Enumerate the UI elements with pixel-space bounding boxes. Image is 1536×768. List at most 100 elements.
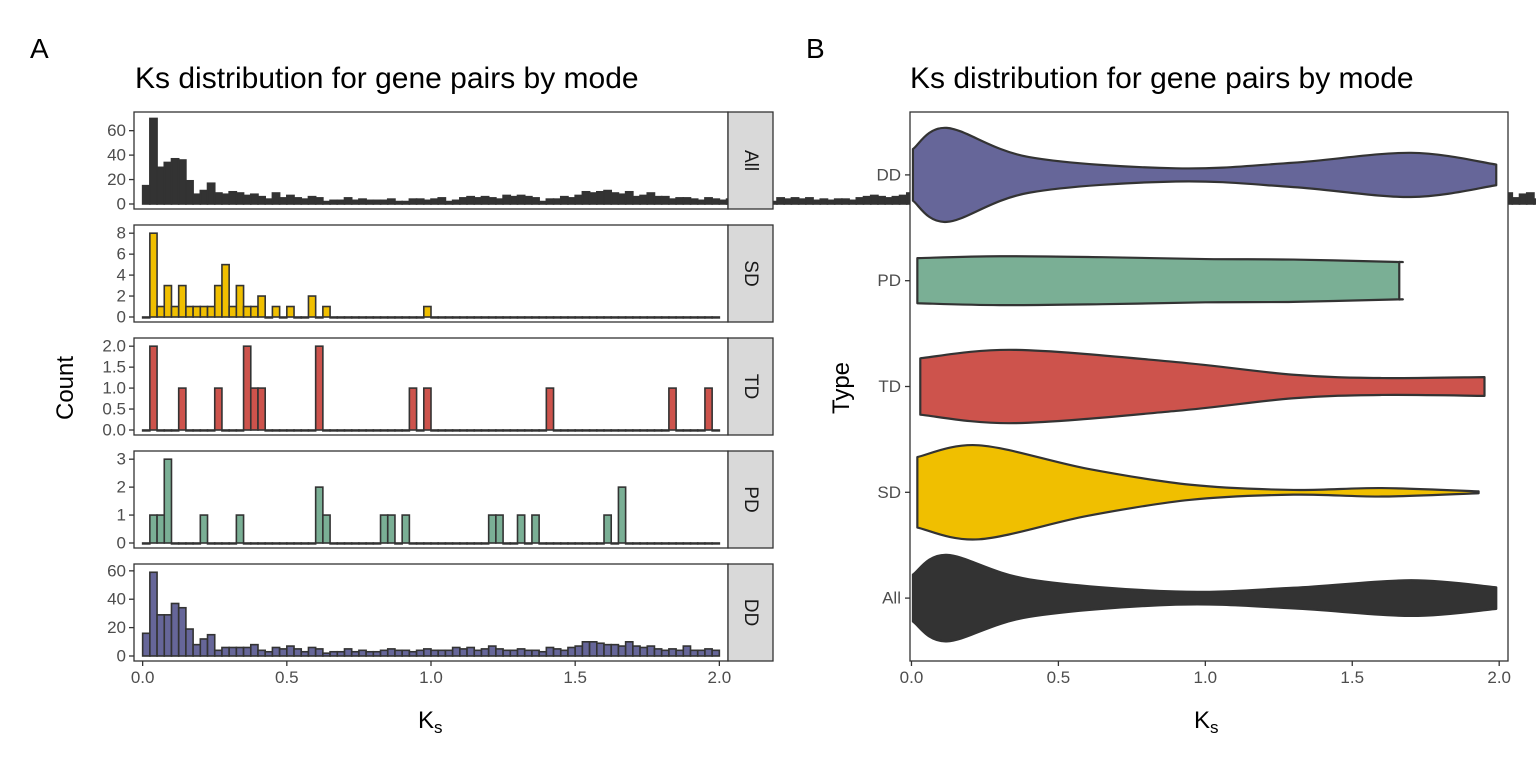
histogram-bar-pd bbox=[293, 542, 303, 545]
histogram-bar-dd bbox=[228, 646, 238, 657]
histogram-bar-all bbox=[704, 197, 713, 205]
histogram-bar-dd bbox=[711, 649, 721, 657]
histogram-bar-all bbox=[624, 190, 634, 205]
histogram-bar-dd bbox=[545, 646, 555, 657]
histogram-bar-pd bbox=[199, 514, 209, 544]
y-tick-label: 0.5 bbox=[102, 400, 126, 419]
histogram-bar-pd bbox=[523, 542, 533, 545]
histogram-bar-sd bbox=[401, 316, 411, 319]
histogram-bar-pd bbox=[588, 542, 598, 545]
violin-pd bbox=[916, 255, 1404, 307]
histogram-bar-pd bbox=[350, 542, 360, 545]
histogram-bar-all bbox=[192, 193, 202, 205]
histogram-bar-sd bbox=[278, 316, 288, 319]
histogram-bar-sd bbox=[213, 284, 223, 318]
histogram-bar-sd bbox=[451, 316, 461, 319]
histogram-bar-td bbox=[271, 429, 281, 432]
histogram-bar-all bbox=[877, 195, 886, 205]
histogram-bar-td bbox=[300, 429, 310, 432]
histogram-bar-sd bbox=[358, 316, 367, 319]
histogram-bar-dd bbox=[639, 646, 649, 657]
histogram-bar-dd bbox=[444, 649, 454, 657]
histogram-bar-sd bbox=[487, 316, 497, 319]
y-tick-label: 2 bbox=[117, 287, 126, 306]
histogram-bar-td bbox=[617, 429, 627, 432]
histogram-bar-dd bbox=[696, 649, 706, 657]
histogram-bar-dd bbox=[314, 648, 324, 657]
histogram-bar-dd bbox=[538, 650, 548, 657]
histogram-bar-dd bbox=[660, 649, 670, 657]
histogram-bar-dd bbox=[704, 648, 713, 657]
histogram-bar-td bbox=[466, 429, 476, 432]
y-tick-label-all: All bbox=[882, 589, 901, 608]
y-tick-label: 20 bbox=[107, 170, 126, 189]
histogram-bar-sd bbox=[437, 316, 447, 319]
histogram-bar-sd bbox=[689, 316, 699, 319]
histogram-bar-all bbox=[891, 195, 901, 205]
histogram-bar-td bbox=[422, 387, 432, 431]
histogram-bar-pd bbox=[264, 542, 274, 545]
histogram-bar-td bbox=[516, 429, 526, 432]
histogram-bar-td bbox=[192, 429, 202, 432]
histogram-bar-dd bbox=[430, 649, 440, 657]
histogram-bar-sd bbox=[624, 316, 634, 319]
histogram-bar-dd bbox=[552, 648, 562, 657]
histogram-bar-dd bbox=[509, 649, 519, 657]
histogram-bar-all bbox=[545, 198, 555, 205]
panel-b-y-axis-title: Type bbox=[828, 362, 855, 414]
x-tick-label: 0.5 bbox=[275, 668, 299, 687]
histogram-bar-td bbox=[358, 429, 367, 432]
histogram-bar-pd bbox=[653, 542, 663, 545]
histogram-bar-dd bbox=[249, 643, 259, 657]
histogram-bar-sd bbox=[523, 316, 533, 319]
histogram-bar-all bbox=[422, 199, 432, 205]
histogram-bar-pd bbox=[322, 514, 331, 544]
histogram-bar-pd bbox=[451, 542, 461, 545]
y-tick-label-sd: SD bbox=[877, 483, 901, 502]
histogram-bar-dd bbox=[502, 649, 512, 657]
histogram-bar-sd bbox=[545, 316, 555, 319]
histogram-bar-sd bbox=[249, 305, 259, 318]
histogram-bar-dd bbox=[177, 606, 187, 657]
histogram-bar-pd bbox=[704, 542, 713, 545]
histogram-bar-pd bbox=[177, 542, 187, 545]
histogram-bar-pd bbox=[516, 514, 526, 544]
panel-a-x-axis-title-main: K bbox=[418, 707, 434, 734]
x-tick-label: 1.0 bbox=[1194, 668, 1218, 687]
histogram-bar-pd bbox=[213, 542, 223, 545]
histogram-bar-dd bbox=[386, 648, 396, 657]
histogram-bar-sd bbox=[581, 316, 591, 319]
histogram-bar-sd bbox=[704, 316, 713, 319]
histogram-bar-sd bbox=[185, 305, 194, 318]
histogram-bar-dd bbox=[379, 649, 389, 657]
histogram-bar-td bbox=[588, 429, 598, 432]
histogram-bar-sd bbox=[567, 316, 576, 319]
histogram-bar-all bbox=[1511, 197, 1521, 205]
x-tick-label: 0.0 bbox=[900, 668, 924, 687]
facet-frame-pd bbox=[133, 450, 729, 549]
histogram-bar-all bbox=[538, 200, 548, 205]
histogram-bar-dd bbox=[185, 628, 194, 657]
histogram-bar-dd bbox=[350, 650, 360, 657]
histogram-bar-all bbox=[805, 197, 814, 205]
histogram-bar-dd bbox=[516, 648, 526, 657]
facet-strip-label-dd: DD bbox=[740, 599, 761, 626]
y-tick-label: 2 bbox=[117, 478, 126, 497]
histogram-bar-all bbox=[199, 189, 209, 205]
histogram-bar-td bbox=[329, 429, 339, 432]
histogram-bar-pd bbox=[156, 514, 166, 544]
histogram-bar-td bbox=[415, 429, 425, 432]
histogram-bar-td bbox=[199, 429, 209, 432]
histogram-bar-td bbox=[286, 429, 295, 432]
histogram-bar-td bbox=[459, 429, 468, 432]
facet-pd: PD 0 1 2 3 bbox=[117, 450, 774, 553]
facet-strip-sd bbox=[727, 224, 774, 323]
histogram-bar-td bbox=[322, 429, 331, 432]
histogram-bar-sd bbox=[711, 316, 721, 319]
histogram-bar-td bbox=[704, 387, 713, 431]
histogram-bar-td bbox=[185, 429, 194, 432]
histogram-bar-sd bbox=[372, 316, 382, 319]
histogram-bar-pd bbox=[459, 542, 468, 545]
histogram-bar-dd bbox=[307, 646, 317, 657]
